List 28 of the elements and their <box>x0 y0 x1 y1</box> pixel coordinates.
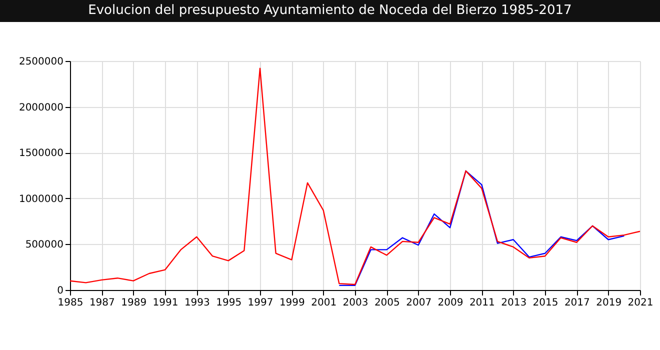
y-tick-label: 500000 <box>25 240 64 251</box>
x-tick-label: 2011 <box>469 298 495 308</box>
x-tick-label: 1987 <box>89 298 115 308</box>
x-tick-label: 2013 <box>501 298 527 308</box>
x-tick-label: 2001 <box>311 298 337 308</box>
x-tick-label: 2019 <box>596 298 622 308</box>
line-series <box>338 170 625 286</box>
x-tick-label: 2005 <box>374 298 400 308</box>
x-tick-label: 1995 <box>216 298 242 308</box>
x-tick-label: 2003 <box>342 298 368 308</box>
x-tick-label: 2021 <box>628 298 654 308</box>
y-tick-label: 1500000 <box>18 148 64 160</box>
y-tick-label: 2000000 <box>18 102 64 114</box>
x-tick-label: 1989 <box>121 298 147 308</box>
x-tick-label: 2017 <box>564 298 590 308</box>
chart-title: Evolucion del presupuesto Ayuntamiento de Noceda del Bierzo 1985-2017 <box>0 0 660 22</box>
x-tick-label: 2015 <box>532 298 558 308</box>
y-tick-label: 0 <box>57 286 64 296</box>
y-tick-label: 2500000 <box>18 56 64 68</box>
x-tick-label: 1993 <box>184 298 210 308</box>
x-tick-label: 2007 <box>406 298 432 308</box>
line-series <box>70 68 640 286</box>
x-tick-label: 2009 <box>438 298 464 308</box>
x-tick-label: 1985 <box>58 298 84 308</box>
x-tick-label: 1999 <box>279 298 305 308</box>
x-tick-label: 1997 <box>248 298 274 308</box>
y-tick-label: 1000000 <box>18 194 64 205</box>
x-tick-label: 1991 <box>152 298 178 308</box>
